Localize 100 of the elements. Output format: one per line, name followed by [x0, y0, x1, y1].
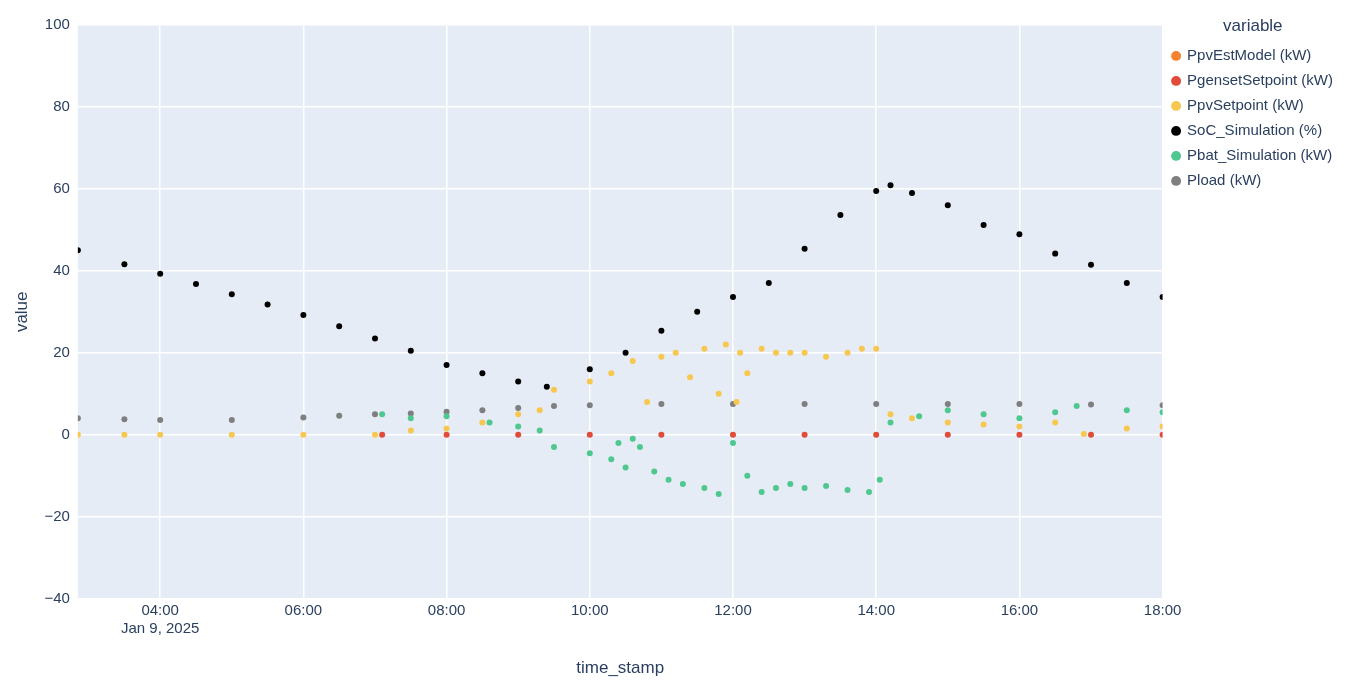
legend-label: PpvSetpoint (kW) — [1187, 96, 1304, 114]
point — [715, 491, 722, 498]
point — [515, 411, 522, 418]
point — [944, 431, 951, 438]
point — [586, 402, 593, 409]
point — [1016, 431, 1023, 438]
point — [515, 431, 522, 438]
point — [443, 431, 450, 438]
y-tick-label: 80 — [53, 97, 70, 115]
legend-label: Pload (kW) — [1187, 171, 1262, 189]
point — [701, 345, 708, 352]
point — [407, 410, 414, 417]
point — [1016, 415, 1023, 422]
point — [801, 245, 808, 252]
point — [550, 444, 557, 451]
point — [228, 431, 235, 438]
point — [1123, 280, 1130, 287]
point — [916, 413, 923, 420]
point — [157, 431, 164, 438]
point — [733, 398, 740, 405]
point — [744, 472, 751, 479]
point — [730, 294, 736, 301]
point — [658, 431, 665, 438]
point — [837, 212, 844, 219]
point — [515, 405, 522, 412]
point — [121, 261, 128, 268]
point — [1088, 261, 1094, 268]
point — [608, 370, 615, 377]
point — [586, 431, 593, 438]
point — [192, 280, 199, 287]
y-tick-label: 60 — [53, 179, 70, 197]
point — [758, 345, 765, 352]
point — [264, 301, 271, 308]
point — [1088, 401, 1094, 408]
legend-label: SoC_Simulation (%) — [1187, 121, 1323, 139]
point — [1052, 419, 1059, 426]
point — [801, 400, 808, 407]
point — [228, 291, 235, 298]
point — [980, 221, 987, 228]
point — [1052, 250, 1059, 257]
legend-label: PgensetSetpoint (kW) — [1187, 71, 1334, 89]
point — [858, 345, 865, 352]
point — [1052, 409, 1059, 416]
x-tick-label: 14:00 — [857, 600, 895, 618]
point — [1123, 407, 1130, 414]
y-tick-label: 20 — [53, 342, 70, 360]
point — [787, 480, 794, 487]
x-tick-label: 10:00 — [571, 600, 609, 618]
point — [1016, 423, 1023, 430]
point — [744, 370, 751, 377]
point — [658, 400, 665, 407]
point — [980, 411, 987, 418]
point — [909, 189, 915, 196]
point — [486, 419, 493, 426]
point — [730, 439, 736, 446]
point — [443, 413, 450, 420]
point — [801, 484, 808, 491]
point — [1016, 231, 1023, 238]
y-tick-label: −40 — [44, 588, 70, 606]
point — [608, 456, 615, 463]
point — [772, 349, 779, 356]
y-tick-label: −20 — [44, 506, 70, 524]
point — [121, 431, 128, 438]
point — [651, 468, 658, 475]
point — [536, 407, 543, 414]
x-tick-label: 08:00 — [427, 600, 466, 618]
x-tick-label: 16:00 — [1000, 600, 1039, 618]
point — [371, 411, 378, 418]
point — [300, 431, 307, 438]
point — [772, 484, 779, 491]
point — [479, 407, 486, 414]
point — [300, 414, 307, 421]
point — [801, 349, 808, 356]
point — [665, 476, 672, 483]
point — [407, 415, 414, 422]
point — [944, 407, 951, 414]
point — [873, 345, 880, 352]
point — [586, 450, 593, 457]
point — [586, 378, 593, 385]
point — [722, 341, 729, 348]
point — [644, 398, 651, 405]
legend-label: PpvEstModel (kW) — [1187, 46, 1312, 64]
x-tick-label: 04:00 Jan 9, 2025 — [120, 600, 200, 636]
point — [944, 202, 951, 209]
point — [887, 182, 894, 189]
point — [515, 378, 522, 385]
point — [629, 357, 636, 364]
point — [944, 400, 951, 407]
point — [980, 421, 987, 428]
point — [1123, 425, 1130, 432]
point — [515, 423, 522, 430]
point — [543, 383, 550, 390]
point — [909, 415, 915, 422]
point — [586, 366, 593, 373]
point — [157, 270, 164, 277]
point — [873, 400, 880, 407]
point — [629, 435, 636, 442]
point — [758, 489, 765, 496]
point — [443, 362, 450, 369]
y-axis-title: value — [11, 291, 31, 333]
